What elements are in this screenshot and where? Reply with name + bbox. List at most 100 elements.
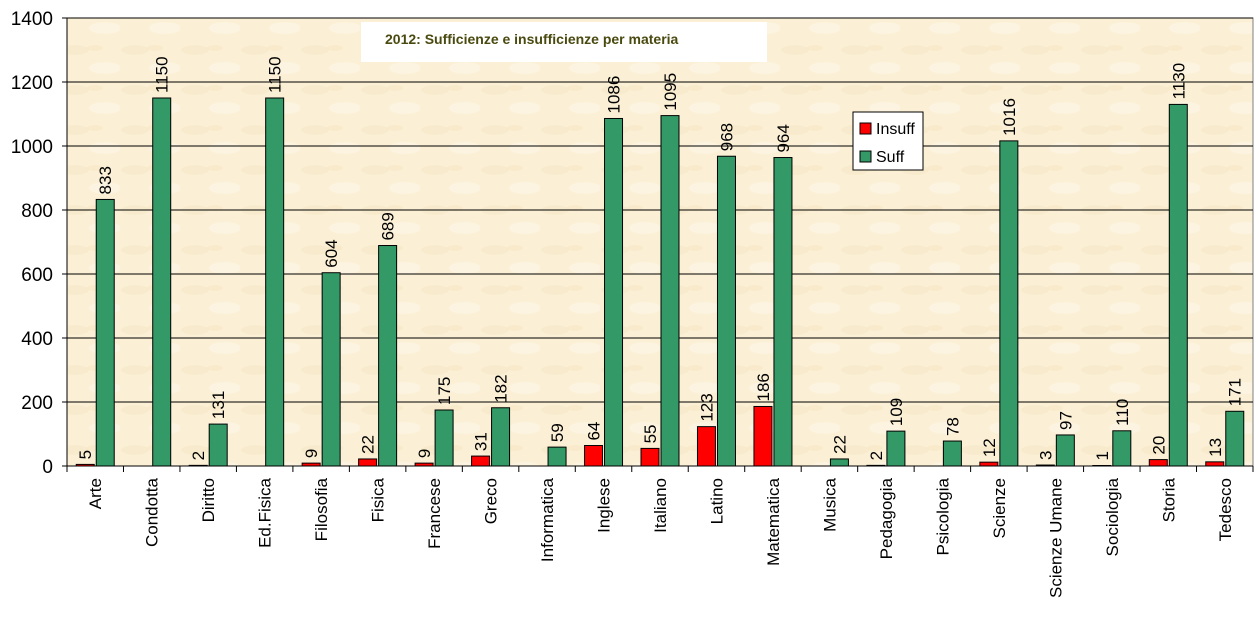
data-label-insuff: 5	[76, 450, 95, 459]
axes	[62, 17, 1254, 472]
bar-suff-arte	[95, 198, 115, 467]
bar-suff-storia	[1168, 103, 1188, 467]
x-tick-label: Psicologia	[933, 477, 952, 555]
x-tick-label: Italiano	[651, 478, 670, 533]
legend-label-insuff: Insuff	[876, 121, 915, 138]
bar-suff-sociologia	[1112, 430, 1132, 467]
legend: Insuff Suff	[852, 111, 924, 171]
plot-area	[66, 17, 1254, 467]
bar-insuff-greco	[471, 455, 491, 467]
bar-suff-tedesco	[1225, 410, 1245, 467]
data-label-insuff: 13	[1206, 438, 1225, 457]
y-tick-label: 1000	[11, 137, 53, 158]
x-tick-label: Greco	[482, 478, 501, 524]
x-tick-label: Sociologia	[1103, 477, 1122, 556]
x-tick-label: Storia	[1159, 477, 1178, 522]
bar-insuff-tedesco	[1205, 461, 1225, 467]
bar-suff-pedagogia	[886, 430, 906, 467]
x-tick-label: Tedesco	[1216, 478, 1235, 541]
y-tick-label: 400	[21, 329, 53, 350]
bar-suff-latino	[716, 155, 736, 467]
bar-suff-scienze-umane	[1055, 434, 1075, 467]
data-label-insuff: 123	[697, 393, 716, 421]
data-label-insuff: 9	[415, 449, 434, 458]
bar-insuff-matematica	[753, 405, 773, 467]
bar-suff-diritto	[208, 423, 228, 467]
data-label-suff: 97	[1056, 411, 1075, 430]
data-label-insuff: 12	[980, 438, 999, 457]
x-axis-tick-labels: Arte Condotta Diritto Ed.Fisica Filosofia Fis…	[86, 477, 1235, 598]
legend-label-suff: Suff	[876, 149, 905, 166]
x-tick-label: Pedagogia	[877, 477, 896, 559]
bar-suff-inglese	[604, 117, 624, 467]
data-label-suff: 1150	[266, 56, 285, 93]
data-label-suff: 59	[548, 423, 567, 442]
x-tick-label: Fisica	[369, 477, 388, 522]
x-tick-label: Latino	[707, 478, 726, 524]
data-label-suff: 22	[830, 435, 849, 454]
x-tick-label: Scienze	[990, 478, 1009, 538]
data-label-insuff: 2	[189, 451, 208, 460]
data-label-suff: 833	[96, 166, 115, 194]
y-tick-label: 200	[21, 393, 53, 414]
bars	[75, 97, 1245, 467]
x-tick-label: Diritto	[199, 478, 218, 522]
y-axis-tick-labels: 0 200 400 600 800 1000 1200 1400	[11, 9, 53, 478]
data-label-suff: 109	[887, 398, 906, 426]
data-label-suff: 1095	[661, 73, 680, 111]
bar-suff-psicologia	[942, 440, 962, 467]
x-tick-label: Arte	[86, 478, 105, 509]
chart-title-box: 2012: Sufficienze e insufficienze per ma…	[361, 22, 767, 62]
x-tick-label: Musica	[820, 477, 839, 531]
data-label-insuff: 22	[359, 435, 378, 454]
bar-insuff-storia	[1148, 459, 1168, 467]
bar-suff-filosofia	[321, 272, 341, 467]
data-label-suff: 78	[943, 417, 962, 436]
data-label-suff: 175	[435, 377, 454, 405]
legend-swatch-insuff	[859, 122, 872, 135]
bar-suff-scienze	[999, 140, 1019, 467]
bar-suff-condotta	[152, 97, 172, 467]
bar-insuff-italiano	[640, 447, 660, 467]
bar-suff-italiano	[660, 115, 680, 467]
chart-title: 2012: Sufficienze e insufficienze per ma…	[385, 31, 679, 47]
bar-suff-matematica	[773, 157, 793, 467]
bar-insuff-latino	[696, 426, 716, 467]
y-tick-label: 1200	[11, 73, 53, 94]
x-tick-label: Scienze Umane	[1046, 478, 1065, 598]
data-label-suff: 1150	[153, 56, 172, 93]
data-label-insuff: 1	[1093, 451, 1112, 460]
bar-insuff-fisica	[358, 458, 378, 467]
data-label-suff: 689	[379, 212, 398, 240]
data-label-suff: 964	[774, 124, 793, 152]
x-tick-label: Informatica	[538, 477, 557, 562]
data-label-insuff: 55	[641, 424, 660, 443]
data-label-insuff: 64	[585, 422, 604, 441]
x-tick-label: Matematica	[764, 477, 783, 565]
data-label-insuff: 2	[867, 451, 886, 460]
y-tick-label: 0	[42, 457, 53, 478]
data-label-insuff: 9	[302, 449, 321, 458]
data-label-insuff: 186	[754, 373, 773, 401]
legend-swatch-suff	[859, 150, 872, 163]
bar-insuff-scienze	[979, 461, 999, 467]
bar-suff-informatica	[547, 446, 567, 467]
bar-suff-ed-fisica	[265, 97, 285, 467]
x-tick-label: Ed.Fisica	[256, 477, 275, 547]
y-tick-label: 600	[21, 265, 53, 286]
data-label-suff: 182	[492, 374, 511, 402]
data-label-suff: 131	[209, 391, 228, 419]
data-label-suff: 968	[717, 123, 736, 151]
x-tick-label: Condotta	[143, 477, 162, 547]
gridlines	[67, 17, 1253, 403]
x-tick-label: Filosofia	[312, 477, 331, 541]
data-label-insuff: 20	[1149, 436, 1168, 455]
data-label-suff: 1016	[1000, 98, 1019, 136]
y-tick-label: 1400	[11, 9, 53, 30]
data-label-suff: 171	[1226, 378, 1245, 406]
data-label-suff: 110	[1113, 399, 1132, 426]
data-label-suff: 604	[322, 239, 341, 267]
bar-suff-francese	[434, 409, 454, 467]
